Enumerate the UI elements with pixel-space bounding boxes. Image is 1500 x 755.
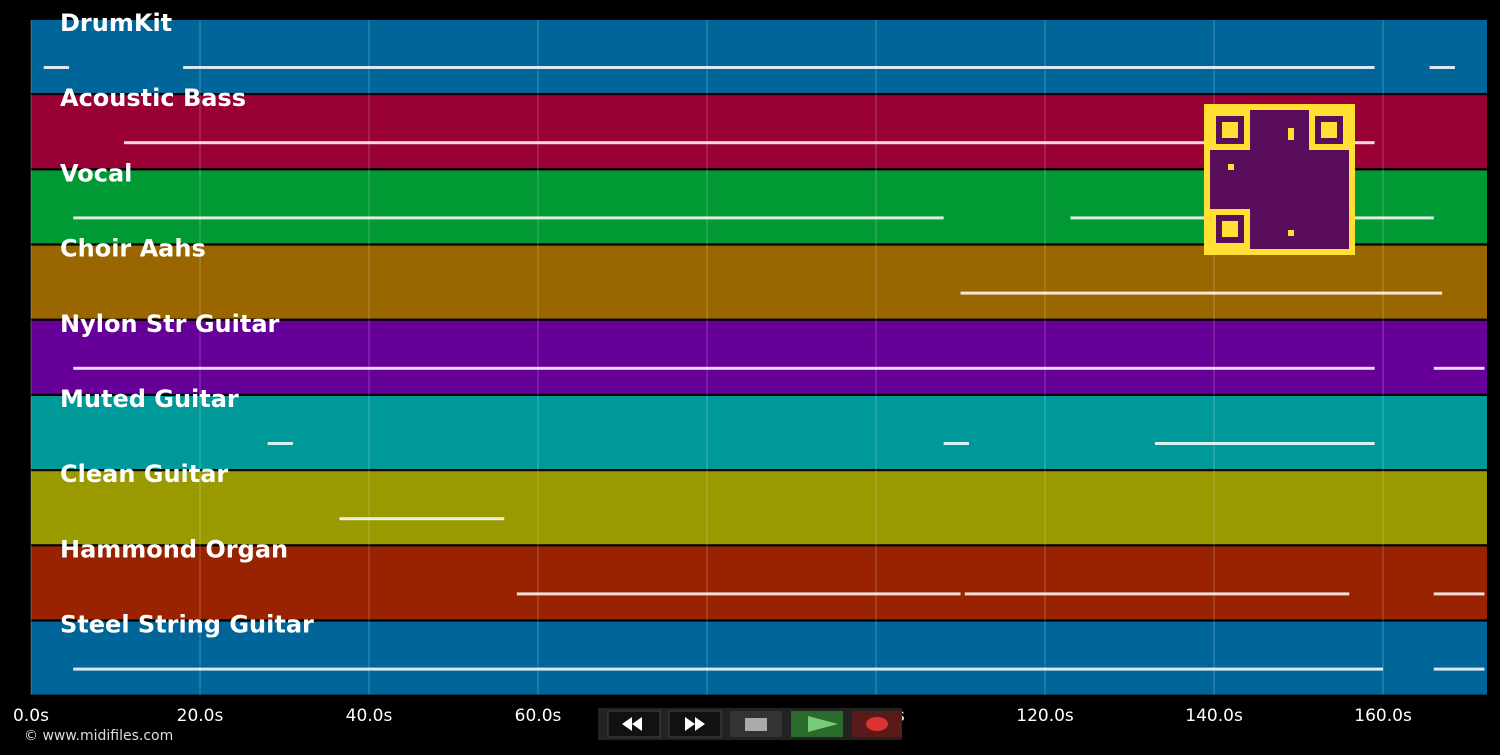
track-lane <box>31 546 1487 620</box>
x-tick-label: 120.0s <box>1016 706 1074 726</box>
track-lane <box>31 20 1487 93</box>
track-name: Nylon Str Guitar <box>60 310 280 338</box>
note-span <box>943 442 969 445</box>
note-span <box>516 592 961 596</box>
note-span <box>43 66 70 69</box>
note-span <box>964 592 1350 596</box>
track-lane <box>31 320 1487 394</box>
track-name: Acoustic Bass <box>60 84 246 112</box>
note-span <box>1429 66 1455 69</box>
x-tick-label: 60.0s <box>515 706 562 726</box>
track-name: DrumKit <box>60 9 172 37</box>
track-lane <box>31 245 1487 319</box>
stop-button[interactable] <box>730 711 782 737</box>
track-lane <box>31 471 1487 545</box>
track-name: Vocal <box>60 159 132 187</box>
x-tick-label: 160.0s <box>1354 706 1412 726</box>
note-span <box>73 667 1384 671</box>
note-span <box>1433 667 1485 671</box>
note-span <box>183 66 1375 69</box>
playback-controls <box>598 708 902 740</box>
note-span <box>339 517 505 521</box>
qr-code <box>1204 104 1355 255</box>
x-tick-label: 40.0s <box>346 706 393 726</box>
copyright: © www.midifiles.com <box>24 728 173 744</box>
track-name: Choir Aahs <box>60 235 206 263</box>
track-name: Hammond Organ <box>60 535 288 563</box>
note-span <box>1433 366 1485 370</box>
note-span <box>123 141 1375 145</box>
rewind-button[interactable] <box>607 710 661 738</box>
track-lane <box>31 396 1487 469</box>
x-tick-label: 20.0s <box>177 706 224 726</box>
x-tick-label: 140.0s <box>1185 706 1243 726</box>
note-span <box>960 291 1443 295</box>
note-span <box>73 366 1375 370</box>
x-tick-label: 0.0s <box>13 706 49 726</box>
track-name: Muted Guitar <box>60 385 239 413</box>
track-name: Steel String Guitar <box>60 611 314 639</box>
record-button[interactable] <box>852 711 902 737</box>
note-span <box>267 442 293 445</box>
track-name: Clean Guitar <box>60 460 228 488</box>
note-span <box>1154 442 1375 445</box>
note-span <box>1433 592 1485 596</box>
track-lane <box>31 621 1487 695</box>
forward-button[interactable] <box>668 710 722 738</box>
note-span <box>73 216 944 220</box>
play-button[interactable] <box>791 711 843 737</box>
